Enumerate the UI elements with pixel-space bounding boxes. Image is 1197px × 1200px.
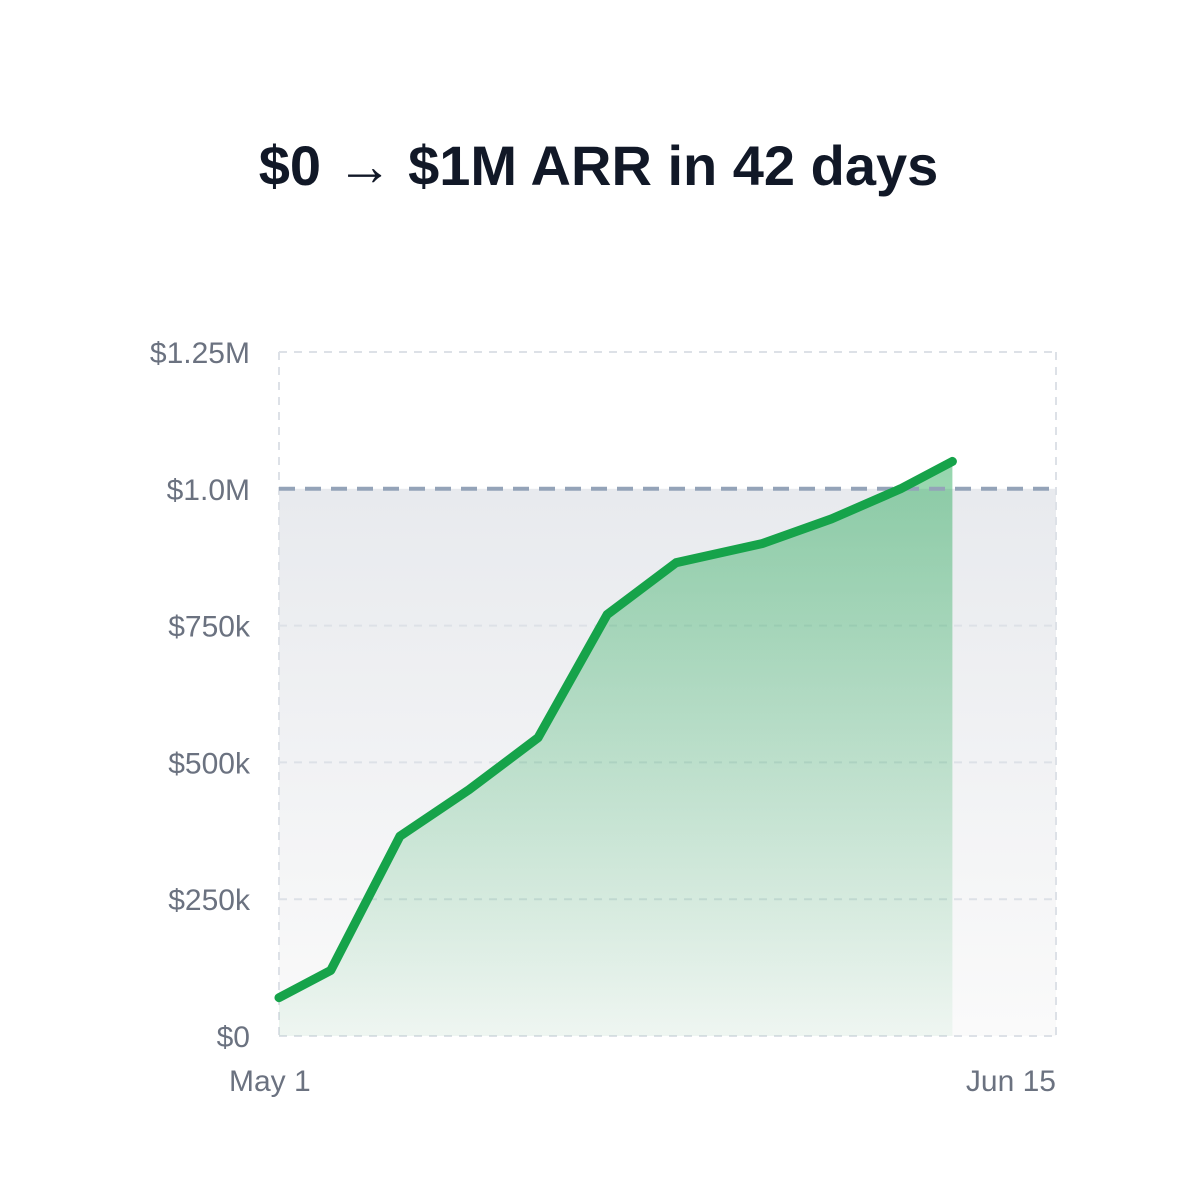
- y-tick-label: $1.0M: [167, 474, 250, 507]
- series-area-fill: [279, 461, 953, 1036]
- y-tick-label: $250k: [168, 884, 251, 917]
- y-tick-label: $0: [217, 1021, 250, 1054]
- x-tick-label: Jun 15: [966, 1065, 1056, 1098]
- x-tick-label: May 1: [229, 1065, 311, 1098]
- y-tick-label: $750k: [168, 611, 251, 644]
- y-tick-label: $500k: [168, 747, 251, 780]
- y-tick-label: $1.25M: [150, 337, 250, 370]
- chart-title: $0 → $1M ARR in 42 days: [258, 134, 939, 197]
